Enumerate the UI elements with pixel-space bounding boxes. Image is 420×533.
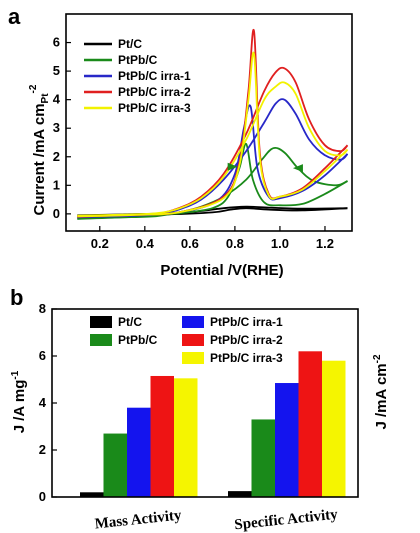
- panel-a-legend-label-3: PtPb/C irra-2: [118, 85, 191, 99]
- panel-a-y-tick-label-4: 4: [53, 92, 61, 107]
- panel-b-bar-specific-2: [275, 383, 299, 497]
- panel-b-y-tick-label-1: 2: [39, 442, 46, 457]
- panel-a-y-tick-label-2: 2: [53, 149, 60, 164]
- panel-b-y-tick-label-2: 4: [39, 395, 47, 410]
- panel-b-bar-mass-2: [127, 407, 151, 497]
- panel-b-y-axis-title-right: J /mA cm-2: [372, 354, 390, 429]
- panel-a-ticks: 0.2 0.4 0.6 0.8 1.0 1.2 0 1 2 3 4 5 6: [53, 35, 334, 251]
- panel-b-legend-swatch-4: [182, 352, 204, 364]
- panel-b-y-tick-label-4: 8: [39, 301, 46, 316]
- panel-b-legend-label-4: PtPb/C irra-3: [210, 351, 283, 365]
- panel-a-series-4: [77, 51, 349, 218]
- panel-b-category-label-2: Specific Activity: [234, 507, 339, 533]
- panel-a-y-tick-label-5: 5: [53, 63, 60, 78]
- panel-a-legend-label-1: PtPb/C: [118, 53, 158, 67]
- panel-a-series-4-backward-scan: [77, 51, 349, 218]
- panel-b-bars: [80, 351, 346, 497]
- panel-a-y-axis-title-main: Current /mA cm: [31, 103, 48, 215]
- panel-a-y-axis-title-sup: -2: [28, 84, 39, 93]
- panel-a-legend-label-2: PtPb/C irra-1: [118, 69, 191, 83]
- panel-a-x-tick-label-4: 1.0: [271, 236, 289, 251]
- panel-b-bar-specific-4: [322, 360, 346, 497]
- panel-a-y-tick-label-6: 6: [53, 35, 60, 50]
- panel-b-y-axis-title-left-main: J /A mg: [11, 380, 28, 434]
- panel-a-y-tick-label-3: 3: [53, 120, 60, 135]
- panel-b-legend-label-2: PtPb/C irra-1: [210, 315, 283, 329]
- panel-b-y-tick-label-0: 0: [39, 489, 46, 504]
- panel-a-series-2-forward-scan: [77, 98, 349, 218]
- panel-b-bar-mass-1: [103, 433, 127, 497]
- panel-b-bar-specific-3: [298, 351, 322, 497]
- panel-b-plot-frame: [51, 308, 359, 498]
- panel-b-letter: b: [10, 285, 23, 310]
- panel-a-series-1-backward-scan: [77, 142, 348, 220]
- panel-a-legend-label-0: Pt/C: [118, 37, 142, 51]
- panel-a-series-4-forward-scan: [77, 81, 349, 217]
- panel-b-legend-label-0: Pt/C: [118, 315, 142, 329]
- panel-a-series-2: [77, 98, 349, 219]
- panel-b-y-axis-title-right-main: J /mA cm: [373, 363, 390, 429]
- panel-a-series-1: [77, 142, 348, 220]
- panel-a-x-tick-label-1: 0.4: [136, 236, 155, 251]
- panel-b-y-axis-title-left-sup: -1: [10, 370, 21, 379]
- panel-a-x-tick-label-3: 0.8: [226, 236, 244, 251]
- panel-a-y-axis-title: Current /mA cmPt-2: [28, 84, 51, 215]
- panel-a-x-tick-label-5: 1.2: [316, 236, 334, 251]
- panel-b-legend-swatch-2: [182, 316, 204, 328]
- panel-b-bar-specific-0: [228, 491, 252, 497]
- panel-b-bar-specific-1: [251, 419, 275, 497]
- panel-b-y-axis-title-right-sup: -2: [372, 354, 383, 363]
- panel-b-y-axis-title-left: J /A mg-1: [10, 370, 28, 433]
- panel-b-ticks: 0 2 4 6 8: [39, 301, 57, 504]
- panel-a-letter: a: [8, 4, 21, 29]
- panel-b-legend-label-3: PtPb/C irra-2: [210, 333, 283, 347]
- panel-a-scan-arrow-1: [292, 164, 303, 173]
- panel-a-legend-label-4: PtPb/C irra-3: [118, 101, 191, 115]
- panel-a-x-tick-label-2: 0.6: [181, 236, 199, 251]
- panel-a-y-tick-label-0: 0: [53, 206, 60, 221]
- panel-b-bar-mass-3: [150, 375, 174, 497]
- panel-a-scan-arrow-0: [227, 162, 238, 171]
- panel-b-bar-mass-0: [80, 492, 104, 497]
- panel-a-line-chart: a Current /mA cmPt-2 0.2 0.4 0.6 0.8 1.0 1.20…: [8, 4, 353, 279]
- panel-b-bar-mass-4: [174, 378, 198, 497]
- panel-a-x-tick-label-0: 0.2: [91, 236, 109, 251]
- panel-a-x-axis-title: Potential /V(RHE): [160, 262, 283, 279]
- panel-b-legend-swatch-0: [90, 316, 112, 328]
- panel-a-curves: [77, 28, 349, 220]
- panel-a-legend: Pt/C PtPb/C PtPb/C irra-1 PtPb/C irra-2 PtPb…: [84, 37, 191, 115]
- panel-b-legend-label-1: PtPb/C: [118, 333, 158, 347]
- panel-a-direction-arrows: [227, 162, 303, 173]
- panel-b-legend-swatch-1: [90, 334, 112, 346]
- panel-b-legend: Pt/C PtPb/C PtPb/C irra-1 PtPb/C irra-2 PtPb…: [90, 315, 283, 365]
- panel-b-legend-swatch-3: [182, 334, 204, 346]
- panel-a-y-tick-label-1: 1: [53, 177, 60, 192]
- panel-b-y-tick-label-3: 6: [39, 348, 46, 363]
- panel-a-y-axis-title-sub: Pt: [40, 93, 51, 104]
- panel-b-category-label-1: Mass Activity: [94, 507, 183, 532]
- panel-a-plot-frame: [65, 13, 353, 232]
